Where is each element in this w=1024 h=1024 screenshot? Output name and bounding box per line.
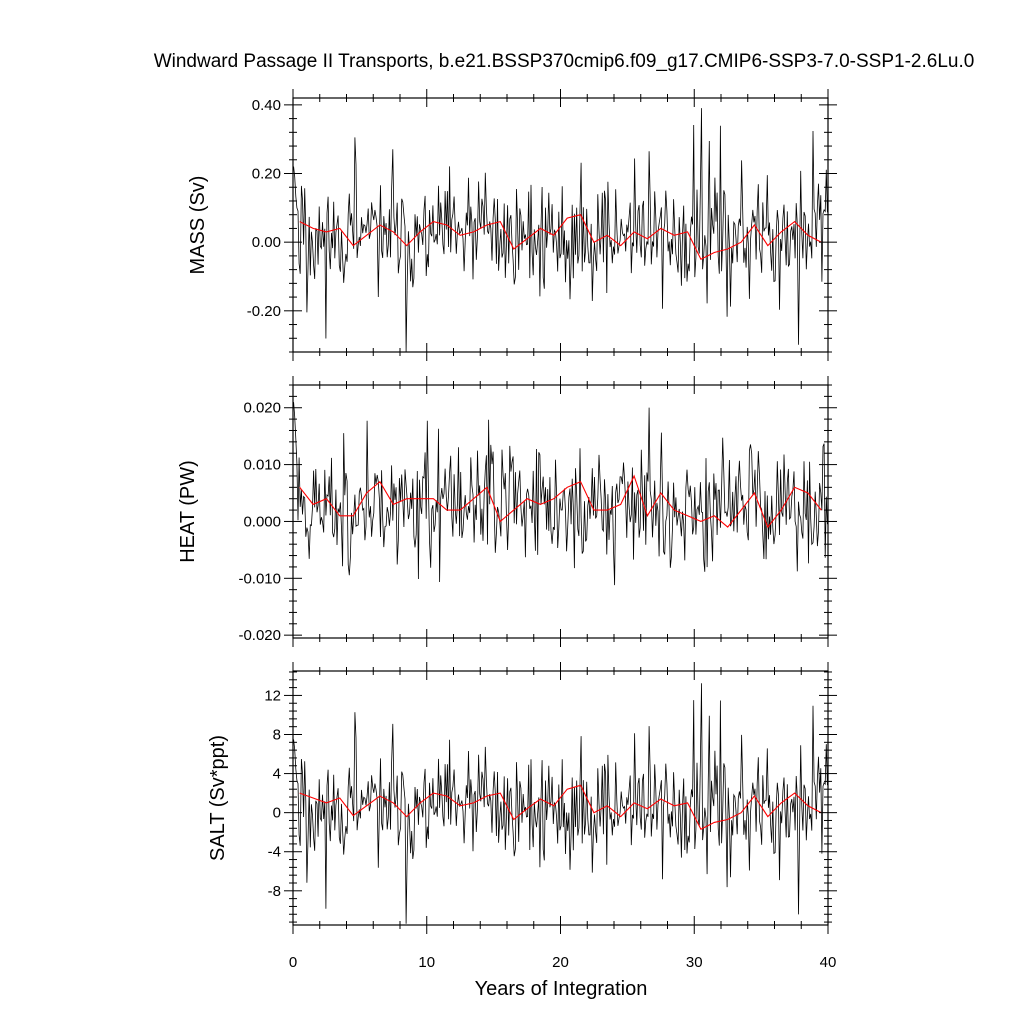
x-tick-label: 30 bbox=[686, 954, 703, 971]
heat-plot-frame bbox=[292, 384, 829, 639]
y-tick-label: 0.000 bbox=[243, 513, 281, 530]
x-tick-label: 10 bbox=[418, 954, 435, 971]
y-tick-label: -0.20 bbox=[247, 303, 281, 320]
mass-panel: 0.40 0.20 0.00 -0.20 MASS (Sv) bbox=[187, 89, 837, 361]
y-tick-label: 0.00 bbox=[252, 234, 281, 251]
mass-monthly-series-line bbox=[293, 108, 828, 352]
figure-title: Windward Passage II Transports, b.e21.BS… bbox=[154, 51, 975, 72]
y-tick-label: 0.020 bbox=[243, 400, 281, 417]
heat-y-axis-title: HEAT (PW) bbox=[177, 460, 199, 563]
y-tick-label: -8 bbox=[268, 883, 281, 900]
heat-monthly-series-line bbox=[293, 402, 828, 586]
salt-y-axis-title: SALT (Sv*ppt) bbox=[207, 735, 229, 861]
y-tick-label: 0.010 bbox=[243, 457, 281, 474]
y-tick-label: 8 bbox=[273, 727, 281, 744]
y-tick-label: -0.020 bbox=[238, 627, 281, 644]
heat-panel: 0.020 0.010 0.000 -0.010 -0.020 HEAT (PW) bbox=[177, 376, 837, 647]
x-tick-label: 0 bbox=[289, 954, 297, 971]
mass-plot-frame bbox=[292, 97, 829, 353]
y-tick-label: 0.20 bbox=[252, 166, 281, 183]
y-tick-label: 12 bbox=[264, 687, 281, 704]
mass-y-axis-title: MASS (Sv) bbox=[187, 176, 209, 275]
y-tick-label: 0 bbox=[273, 805, 281, 822]
salt-monthly-series-line bbox=[293, 683, 828, 924]
heat-annual-mean-line bbox=[299, 474, 822, 529]
y-tick-label: -4 bbox=[268, 844, 281, 861]
y-tick-label: 0.40 bbox=[252, 97, 281, 114]
x-tick-label: 20 bbox=[552, 954, 569, 971]
salt-annual-mean-line bbox=[299, 784, 822, 831]
y-tick-label: 4 bbox=[273, 766, 281, 783]
x-tick-label: 40 bbox=[820, 954, 837, 971]
x-axis-title: Years of Integration bbox=[475, 978, 648, 1000]
mass-annual-mean-line bbox=[299, 214, 822, 261]
y-tick-label: -0.010 bbox=[238, 570, 281, 587]
